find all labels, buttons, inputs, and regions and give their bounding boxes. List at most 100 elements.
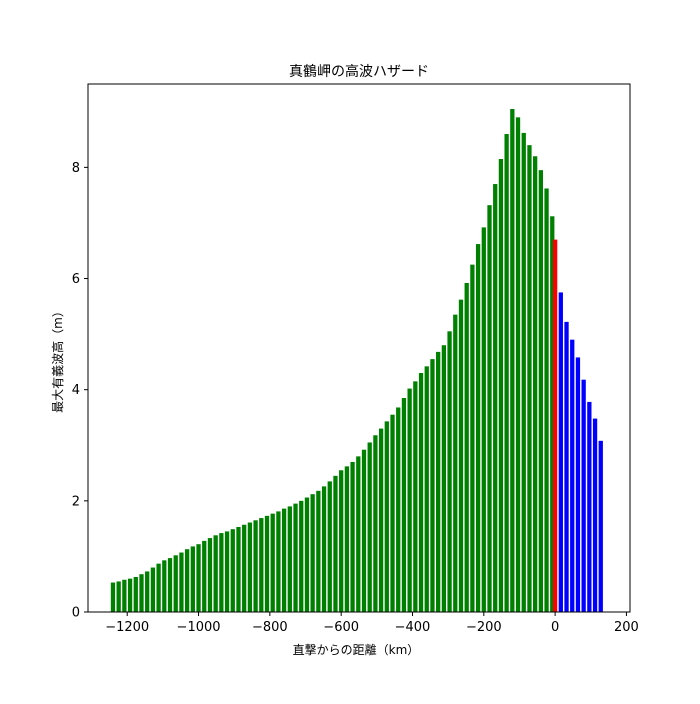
bar-before-11 [173, 555, 178, 612]
bar-before-26 [259, 518, 264, 612]
bar-before-17 [207, 538, 213, 612]
bar-before-19 [219, 533, 224, 612]
y-tick-label: 6 [72, 272, 80, 287]
bar-before-55 [424, 366, 429, 612]
y-axis: 0 2 4 6 8 [72, 161, 88, 621]
bar-before-69 [504, 134, 509, 612]
bar-before-1 [116, 581, 121, 612]
bar-after-4 [581, 379, 586, 612]
bar-before-71 [515, 117, 521, 612]
bar-before-53 [413, 381, 418, 612]
bar-before-45 [367, 442, 372, 612]
bar-before-50 [396, 407, 401, 612]
x-axis: −1200 −1000 −800 −600 −400 −200 0 200 [105, 612, 639, 635]
bar-before-44 [361, 449, 367, 612]
bar-before-28 [270, 513, 275, 612]
bar-before-13 [184, 549, 190, 612]
bar-before-76 [544, 188, 549, 613]
bar-after-6 [592, 418, 598, 612]
y-axis-label: 最大有義波高（m） [50, 305, 65, 413]
bar-before-24 [247, 522, 253, 612]
bar-before-21 [230, 529, 235, 612]
bar-before-75 [538, 170, 543, 612]
bar-before-31 [287, 506, 292, 612]
bar-before-56 [430, 359, 435, 612]
bar-before-16 [202, 540, 207, 612]
bar-before-48 [384, 421, 389, 612]
bar-before-10 [167, 558, 173, 612]
x-tick-label: −1000 [177, 620, 221, 635]
x-tick-label: −400 [395, 620, 431, 635]
bar-before-74 [533, 156, 538, 612]
bar-before-34 [304, 497, 310, 612]
x-tick-label: −800 [252, 620, 288, 635]
bar-before-37 [321, 486, 327, 612]
y-tick-label: 2 [72, 494, 80, 509]
bar-before-29 [276, 511, 281, 612]
bar-after-7 [598, 440, 603, 612]
bar-before-15 [196, 544, 201, 612]
chart-title: 真鶴岬の高波ハザード [289, 63, 429, 80]
plot-frame [87, 83, 631, 613]
bar-after-0 [558, 292, 563, 612]
bar-after-3 [575, 357, 581, 612]
bar-before-68 [498, 159, 504, 612]
x-axis-label: 直撃からの距離（km） [293, 642, 420, 657]
y-tick-label: 4 [72, 383, 80, 398]
bar-before-72 [521, 132, 526, 612]
x-tick-label: 0 [551, 620, 559, 635]
bar-before-62 [464, 282, 469, 612]
bar-before-5 [139, 574, 144, 612]
bar-before-41 [344, 466, 350, 612]
bar-before-0 [110, 582, 116, 612]
bar-before-52 [407, 388, 412, 612]
bar-before-66 [487, 205, 492, 612]
bar-before-46 [373, 435, 378, 612]
bar-before-38 [327, 481, 332, 612]
bar-before-9 [162, 560, 167, 612]
bar-before-4 [133, 576, 138, 612]
bar-before-77 [550, 216, 555, 612]
bar-before-23 [242, 524, 247, 612]
bar-before-12 [179, 552, 184, 612]
bar-before-22 [236, 526, 241, 612]
bar-before-43 [356, 456, 361, 612]
bars-group [110, 109, 603, 613]
y-tick-label: 0 [72, 606, 80, 621]
bar-after-5 [587, 401, 592, 612]
bar-before-36 [316, 490, 321, 612]
bar-before-64 [475, 244, 481, 612]
bar-before-61 [458, 299, 464, 612]
bar-before-42 [350, 461, 355, 612]
bar-before-49 [390, 414, 395, 612]
bar-before-30 [281, 508, 287, 612]
bar-before-67 [493, 184, 498, 613]
bar-before-25 [253, 520, 258, 612]
bar-hit-0 [552, 239, 558, 612]
bar-before-3 [127, 578, 133, 612]
bar-after-2 [570, 339, 575, 612]
bar-before-39 [333, 475, 338, 612]
bar-before-59 [447, 331, 452, 612]
bar-before-60 [453, 314, 458, 612]
bar-after-1 [564, 321, 569, 612]
x-tick-label: −1200 [105, 620, 149, 635]
bar-before-70 [510, 109, 515, 612]
bar-before-6 [145, 571, 150, 612]
bar-before-20 [224, 531, 230, 612]
bar-before-7 [150, 567, 156, 612]
bar-before-18 [213, 535, 218, 612]
bar-before-65 [481, 227, 486, 612]
y-tick-label: 8 [72, 161, 80, 176]
bar-before-63 [470, 264, 475, 612]
bar-before-73 [527, 145, 532, 612]
bar-before-58 [441, 345, 447, 612]
bar-before-2 [122, 579, 127, 612]
bar-before-33 [299, 500, 304, 612]
bar-before-40 [339, 470, 344, 612]
bar-before-47 [378, 428, 384, 612]
x-tick-label: −200 [466, 620, 502, 635]
x-tick-label: −600 [323, 620, 359, 635]
bar-before-14 [190, 546, 195, 612]
